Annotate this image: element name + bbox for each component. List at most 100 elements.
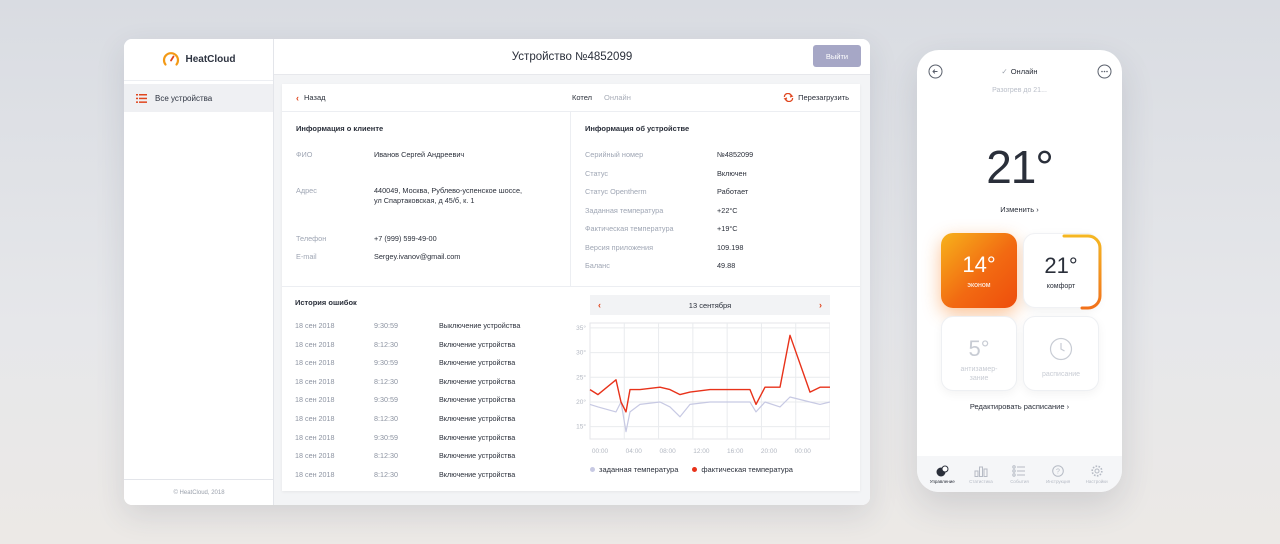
field-key: Статус Opentherm <box>585 187 647 196</box>
legend-label: заданная температура <box>599 465 679 474</box>
tab-instructions[interactable]: ? Инструкция <box>1041 464 1075 484</box>
device-field: Версия приложения 109.198 <box>585 243 743 253</box>
comfort-arc-icon <box>1062 234 1102 310</box>
reload-icon <box>783 93 794 102</box>
field-value: Sergey.ivanov@gmail.com <box>374 252 461 261</box>
client-field-address: Адрес 440049, Москва, Рублево-успенское … <box>296 186 522 206</box>
legend-item-actual: фактическая температура <box>692 465 793 474</box>
error-message: Включение устройства <box>439 376 516 386</box>
mode-label: расписание <box>1041 371 1081 378</box>
error-message: Выключение устройства <box>439 321 521 330</box>
x-tick-label: 16:00 <box>727 448 744 455</box>
x-tick-label: 12:00 <box>693 448 710 455</box>
sidebar-item-all-devices[interactable]: Все устройства <box>124 84 273 112</box>
y-tick-label: 35° <box>576 324 586 332</box>
x-tick-label: 00:00 <box>592 448 609 455</box>
chevron-right-icon[interactable]: › <box>819 300 822 310</box>
help-icon: ? <box>1052 464 1064 477</box>
exit-button[interactable]: Выйти <box>813 45 861 67</box>
field-value: №4852099 <box>717 150 754 159</box>
more-icon[interactable] <box>1097 64 1112 79</box>
reload-button[interactable]: Перезагрузить <box>783 93 849 102</box>
device-info-title: Информация об устройстве <box>585 124 690 133</box>
device-field: Серийный номер №4852099 <box>585 150 753 160</box>
list-item: 18 сен 2018 9:30:59 Включение устройства <box>295 395 520 414</box>
error-time: 9:30:59 <box>374 321 398 330</box>
device-online-status: Онлайн <box>604 93 631 102</box>
field-key: Статус <box>585 168 609 178</box>
tab-label: Управление <box>929 478 955 484</box>
error-time: 8:12:30 <box>374 469 398 479</box>
list-item: 18 сен 2018 9:30:59 Включение устройства <box>295 358 520 377</box>
field-key: ФИО <box>296 150 313 159</box>
brand-name: HeatCloud <box>185 54 236 65</box>
legend-label: фактическая температура <box>701 465 793 474</box>
main-area: Устройство №4852099 Выйти ‹ Назад Котел … <box>274 39 870 505</box>
field-value: +22°C <box>717 205 738 215</box>
back-circle-icon[interactable] <box>928 64 943 79</box>
tab-events[interactable]: События <box>1002 464 1036 484</box>
heatcloud-logo-icon <box>162 51 179 66</box>
mode-schedule-tile[interactable]: расписание <box>1023 316 1099 391</box>
chevron-left-icon[interactable]: ‹ <box>598 300 601 310</box>
mode-antifreeze-tile[interactable]: 5° антизамер- зание <box>941 316 1017 391</box>
temperature-chart: 35° 30° 25° 20° 15° 00:00 04:00 08:00 12:00 16:00… <box>576 322 830 455</box>
chevron-left-icon: ‹ <box>296 92 299 103</box>
back-link[interactable]: ‹ Назад <box>296 93 326 103</box>
error-list: 18 сен 2018 9:30:59 Выключение устройства … <box>295 321 520 488</box>
tab-statistics[interactable]: Статистика <box>964 465 998 484</box>
mode-comfort-tile[interactable]: 21° комфорт <box>1023 233 1102 310</box>
error-date: 18 сен 2018 <box>295 432 335 442</box>
logo[interactable]: HeatCloud <box>124 39 273 81</box>
change-button[interactable]: Изменить › <box>917 205 1122 214</box>
edit-schedule-link[interactable]: Редактировать расписание › <box>917 402 1122 411</box>
address-line-2: ул Спартаковская, д 45/б, к. 1 <box>374 196 475 205</box>
tab-label: События <box>1010 478 1029 484</box>
sidebar: HeatCloud Все устройства © HeatCloud, 20… <box>124 39 274 505</box>
error-date: 18 сен 2018 <box>295 413 335 423</box>
client-info-title: Информация о клиенте <box>296 124 384 133</box>
error-message: Включение устройства <box>439 469 516 479</box>
error-message: Включение устройства <box>439 451 516 461</box>
card-toolbar: ‹ Назад Котел Онлайн Перезагрузить <box>282 84 860 112</box>
tab-label: Статистика <box>969 478 993 484</box>
copyright: © HeatCloud, 2018 <box>124 479 274 505</box>
error-date: 18 сен 2018 <box>295 358 335 368</box>
device-field: Баланс 49.88 <box>585 261 735 271</box>
phone-status-label: Онлайн <box>1010 67 1038 76</box>
error-time: 8:12:30 <box>374 451 398 461</box>
reload-label: Перезагрузить <box>798 93 849 102</box>
error-history-title: История ошибок <box>295 298 357 307</box>
mode-eco-tile[interactable]: 14° эконом <box>941 233 1017 308</box>
sidebar-item-label: Все устройства <box>155 93 213 103</box>
tab-label: Настройки <box>1085 478 1108 484</box>
device-type: Котел <box>572 93 593 102</box>
error-message: Включение устройства <box>439 339 516 349</box>
chevron-right-icon: › <box>1066 402 1070 411</box>
actual-series-line <box>589 334 830 413</box>
page-title: Устройство №4852099 <box>511 50 633 63</box>
x-tick-label: 04:00 <box>626 448 643 455</box>
client-field-email: E-mail Sergey.ivanov@gmail.com <box>296 252 460 262</box>
list-item: 18 сен 2018 8:12:30 Включение устройства <box>295 414 520 433</box>
back-label: Назад <box>304 93 326 102</box>
tab-settings[interactable]: Настройки <box>1080 464 1114 484</box>
field-value: Иванов Сергей Андреевич <box>374 150 465 159</box>
field-key: Телефон <box>296 234 327 243</box>
phone-subtitle: Разогрев до 21... <box>992 87 1047 94</box>
error-date: 18 сен 2018 <box>295 469 335 479</box>
mode-label: комфорт <box>1046 283 1076 290</box>
field-value: +7 (999) 599-49-00 <box>374 234 437 243</box>
error-time: 8:12:30 <box>374 413 398 423</box>
field-key: Серийный номер <box>585 150 644 159</box>
tab-control[interactable]: Управление <box>925 465 959 484</box>
list-icon <box>136 93 147 103</box>
mode-label: эконом <box>967 282 991 289</box>
device-field: Статус Включен <box>585 169 747 179</box>
error-time: 9:30:59 <box>374 395 398 405</box>
error-time: 8:12:30 <box>374 339 398 349</box>
y-tick-label: 25° <box>576 373 586 381</box>
mode-label-line-1: антизамер- <box>960 366 998 373</box>
field-value: Работает <box>717 187 749 196</box>
tab-bar: Управление Статистика События ? Инструкц… <box>917 456 1122 492</box>
